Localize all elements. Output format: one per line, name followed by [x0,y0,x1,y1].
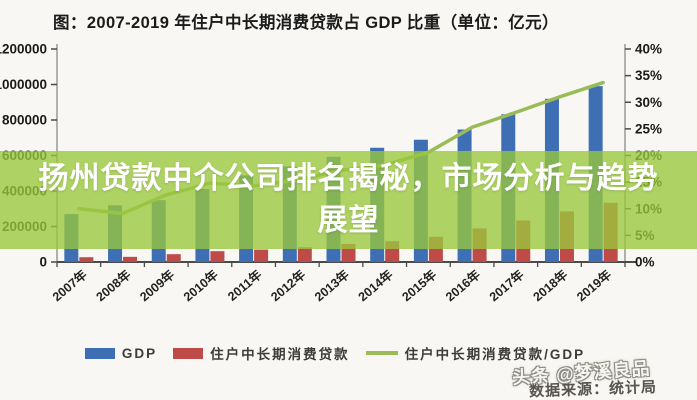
loan-bar [123,256,138,262]
headline-overlay-banner: 扬州贷款中介公司排名揭秘，市场分析与趋势 展望 [0,151,697,249]
headline-line-2: 展望 [317,204,380,237]
svg-text:25%: 25% [635,121,662,136]
chart-title: 图：2007-2019 年住户中长期消费贷款占 GDP 比重（单位：亿元） [53,14,559,32]
loan-bar [79,257,94,262]
svg-text:2016年: 2016年 [442,266,483,304]
svg-text:40%: 40% [635,42,662,57]
headline-line-1: 扬州贷款中介公司排名揭秘，市场分析与趋势 [38,162,659,195]
svg-text:2008年: 2008年 [93,266,134,304]
svg-text:2015年: 2015年 [399,266,440,304]
x-axis-labels: 2007年 2008年 2009年 2010年 2011年 2012年 2013年 2014年… [49,266,614,304]
svg-text:2009年: 2009年 [137,266,178,304]
svg-text:30%: 30% [635,95,662,110]
svg-text:800000: 800000 [2,113,47,128]
svg-text:1200000: 1200000 [0,42,47,57]
legend-item-loans: 住户中长期消费贷款 [173,343,350,363]
svg-text:2010年: 2010年 [180,266,221,304]
svg-text:35%: 35% [635,68,662,83]
legend-label-loans: 住户中长期消费贷款 [210,347,350,362]
svg-text:2014年: 2014年 [355,266,396,304]
svg-text:2007年: 2007年 [49,266,90,304]
x-axis-ticks [56,262,626,267]
gdp-bar-swatch [84,347,115,359]
svg-text:2019年: 2019年 [574,266,615,304]
legend-label-ratio: 住户中长期消费贷款/GDP [404,347,586,362]
svg-text:1000000: 1000000 [0,77,47,92]
svg-text:0%: 0% [635,255,655,270]
loan-bar [254,249,269,262]
legend-item-gdp: GDP [84,345,158,361]
svg-text:2018年: 2018年 [530,266,571,304]
svg-text:2013年: 2013年 [311,266,352,304]
svg-text:2012年: 2012年 [268,266,309,304]
ratio-line-swatch [365,351,398,355]
legend-label-gdp: GDP [121,345,158,361]
svg-text:2017年: 2017年 [486,266,527,304]
chart-legend: GDP 住户中长期消费贷款 住户中长期消费贷款/GDP [0,343,670,363]
loan-bar [210,251,225,262]
loan-bar [166,254,181,262]
legend-item-ratio: 住户中长期消费贷款/GDP [365,343,586,363]
loans-bar-swatch [173,347,204,359]
svg-text:0: 0 [39,255,47,270]
loan-bar [297,247,312,262]
svg-text:2011年: 2011年 [225,266,265,303]
